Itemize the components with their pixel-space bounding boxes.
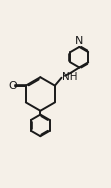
Text: O: O	[8, 81, 17, 91]
Text: N: N	[75, 36, 83, 45]
Text: NH: NH	[62, 72, 77, 82]
